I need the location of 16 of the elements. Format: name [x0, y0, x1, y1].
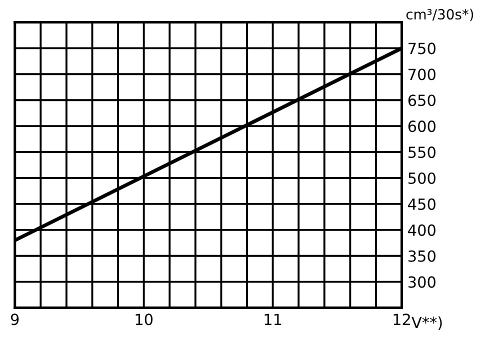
- y-tick-label: 550: [408, 146, 436, 158]
- y-tick-label: 600: [408, 120, 436, 132]
- y-tick-label: 750: [408, 42, 436, 54]
- y-tick-label: 300: [408, 276, 436, 288]
- x-tick-label: 12: [394, 314, 410, 325]
- y-tick-label: 350: [408, 250, 436, 262]
- x-tick-label: 9: [10, 314, 19, 326]
- y-tick-label: 450: [408, 198, 436, 210]
- x-tick-label: 10: [136, 314, 153, 326]
- x-axis-title: V**): [412, 316, 442, 330]
- y-tick-label: 650: [408, 94, 436, 106]
- y-tick-label: 500: [408, 172, 436, 184]
- x-tick-label: 11: [264, 314, 282, 325]
- y-axis-title: cm³/30s*): [406, 8, 474, 22]
- y-tick-label: 400: [408, 224, 436, 236]
- y-tick-label: 700: [408, 68, 436, 80]
